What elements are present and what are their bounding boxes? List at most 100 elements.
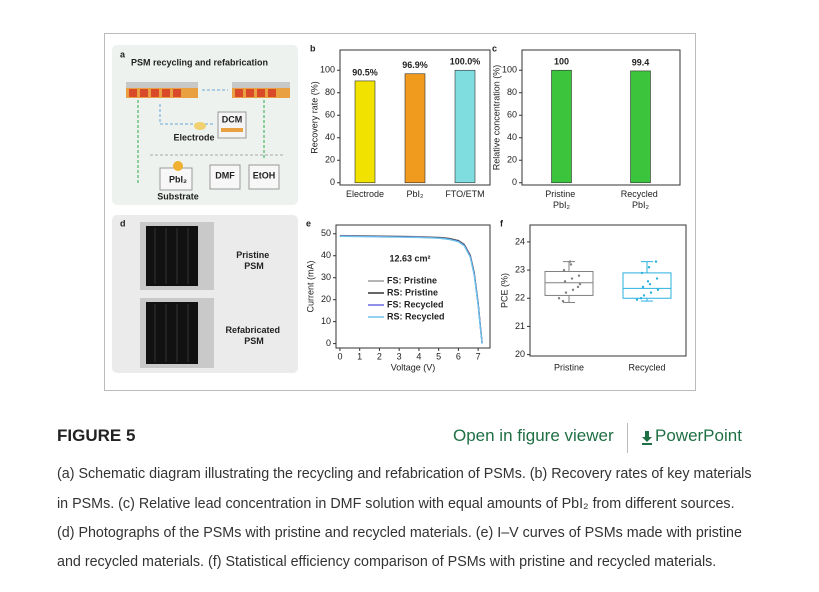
- value-label: 100.0%: [450, 57, 481, 67]
- panel-letter: d: [120, 218, 126, 228]
- y-tick-label: 40: [507, 132, 517, 142]
- data-point: [649, 291, 653, 294]
- y-tick-label: 80: [325, 87, 335, 97]
- y-tick-label: 100: [320, 65, 335, 75]
- panel-letter: c: [492, 43, 497, 53]
- iv-curve: [339, 235, 483, 344]
- data-point: [564, 291, 568, 294]
- y-tick-label: 0: [330, 177, 335, 187]
- x-tick-label: 0: [337, 351, 342, 361]
- download-icon[interactable]: [640, 430, 654, 446]
- caption-line: (d) Photographs of the PSMs with pristin…: [57, 525, 742, 541]
- value-label: 99.4: [632, 57, 650, 67]
- x-tick-label: Recycled: [628, 362, 665, 372]
- data-point: [640, 271, 644, 275]
- value-label: 90.5%: [352, 67, 378, 77]
- caption-line: in PSMs. (c) Relative lead concentration…: [57, 496, 735, 512]
- y-tick-label: 0: [512, 177, 517, 187]
- y-tick-label: 20: [325, 155, 335, 165]
- schematic: [112, 45, 298, 205]
- panel-letter: e: [306, 218, 311, 228]
- data-point: [635, 298, 639, 301]
- data-point: [561, 299, 565, 303]
- plot-frame: [529, 224, 687, 357]
- x-tick-label: Recycled PbI₂: [621, 189, 661, 210]
- value-label: 96.9%: [402, 60, 428, 70]
- bar: [404, 73, 426, 184]
- schematic-label: DMF: [215, 170, 235, 180]
- bar: [454, 69, 476, 184]
- y-tick-label: 23: [515, 264, 525, 274]
- schematic-title: PSM recycling and refabrication: [131, 57, 268, 67]
- data-point: [656, 288, 660, 291]
- plot-frame: [521, 49, 681, 186]
- data-point: [646, 280, 650, 283]
- x-tick-label: 3: [397, 351, 402, 361]
- x-tick-label: Pristine PbI₂: [545, 189, 578, 210]
- photographs: [112, 215, 298, 373]
- figure-title: FIGURE 5: [57, 426, 136, 445]
- data-point: [568, 260, 572, 263]
- x-tick-label: 6: [456, 351, 461, 361]
- y-tick-label: 80: [507, 87, 517, 97]
- y-tick-label: 50: [321, 228, 331, 238]
- schematic-label: Electrode: [173, 132, 214, 142]
- bar: [354, 80, 376, 184]
- x-tick-label: PbI₂: [406, 189, 424, 199]
- legend-label: RS: Pristine: [387, 287, 438, 297]
- y-tick-label: 0: [326, 338, 331, 348]
- y-tick-label: 20: [321, 294, 331, 304]
- x-axis-label: Voltage (V): [391, 362, 436, 372]
- annotation: 12.63 cm²: [389, 253, 430, 263]
- data-point: [557, 297, 561, 300]
- data-point: [655, 277, 659, 280]
- y-axis-label: Relative concentration (%): [491, 65, 501, 171]
- data-point: [569, 263, 573, 266]
- y-tick-label: 10: [321, 316, 331, 326]
- box: [622, 272, 672, 299]
- x-tick-label: 4: [416, 351, 421, 361]
- data-point: [563, 280, 567, 283]
- figure-viewer-link[interactable]: Open in figure viewer: [453, 426, 614, 445]
- y-tick-label: 60: [507, 110, 517, 120]
- schematic-label: PbI₂: [169, 174, 187, 184]
- data-point: [654, 260, 658, 263]
- y-tick-label: 24: [515, 236, 525, 246]
- schematic-label: Substrate: [157, 191, 199, 201]
- plot-frame: [339, 49, 491, 186]
- box: [544, 270, 594, 296]
- caption-line: (a) Schematic diagram illustrating the r…: [57, 466, 752, 482]
- y-tick-label: 20: [515, 349, 525, 359]
- y-tick-label: 30: [321, 272, 331, 282]
- value-label: 100: [554, 57, 569, 67]
- photo-label: Refabricated PSM: [225, 325, 282, 346]
- data-point: [571, 288, 575, 291]
- data-point: [576, 285, 580, 289]
- x-tick-label: FTO/ETM: [445, 189, 484, 199]
- y-tick-label: 60: [325, 110, 335, 120]
- legend-label: RS: Recycled: [387, 311, 445, 321]
- bar: [630, 70, 651, 184]
- divider: [627, 423, 628, 453]
- data-point: [639, 297, 643, 300]
- legend-label: FS: Pristine: [387, 275, 437, 285]
- data-point: [577, 274, 581, 277]
- x-tick-label: 7: [476, 351, 481, 361]
- data-point: [642, 294, 646, 297]
- legend-label: FS: Recycled: [387, 299, 444, 309]
- y-tick-label: 100: [502, 65, 517, 75]
- x-tick-label: 1: [357, 351, 362, 361]
- x-tick-label: Pristine: [554, 362, 584, 372]
- bar: [551, 69, 572, 184]
- x-tick-label: 5: [436, 351, 441, 361]
- y-tick-label: 40: [321, 250, 331, 260]
- y-axis-label: PCE (%): [499, 273, 509, 308]
- panel-letter: f: [500, 218, 504, 228]
- y-tick-label: 20: [507, 155, 517, 165]
- plot-frame: [335, 224, 491, 349]
- data-point: [641, 285, 645, 289]
- figure: a PSM recycling and refabrication DCM Elect…: [104, 33, 696, 391]
- powerpoint-link[interactable]: PowerPoint: [655, 426, 742, 445]
- schematic-label: DCM: [222, 114, 243, 124]
